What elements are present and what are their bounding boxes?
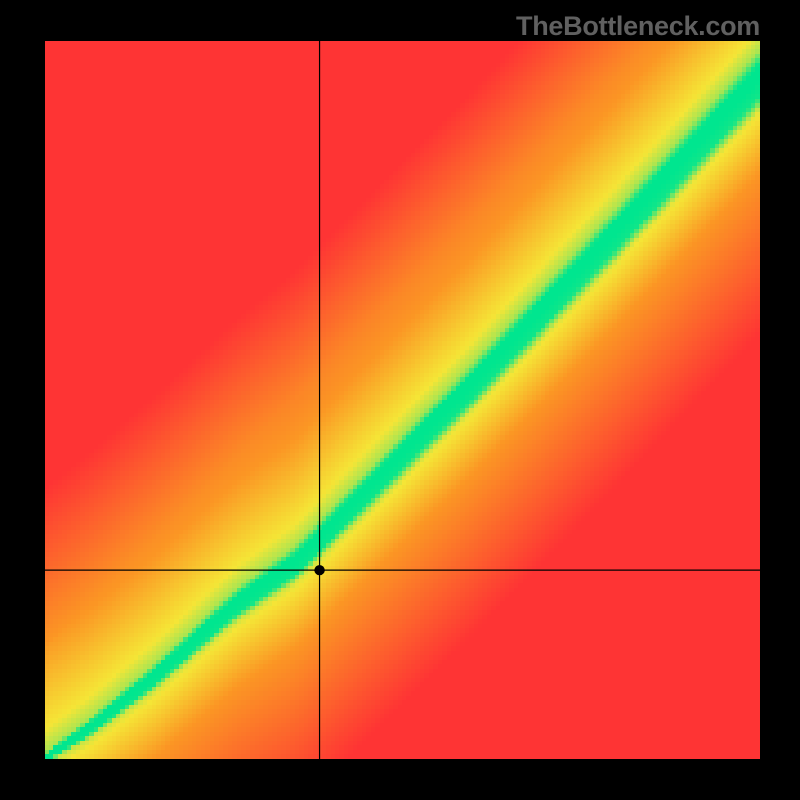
watermark: TheBottleneck.com [516, 11, 760, 42]
heatmap-canvas [45, 41, 760, 759]
chart-container: TheBottleneck.com [0, 0, 800, 800]
plot-area [45, 41, 760, 759]
